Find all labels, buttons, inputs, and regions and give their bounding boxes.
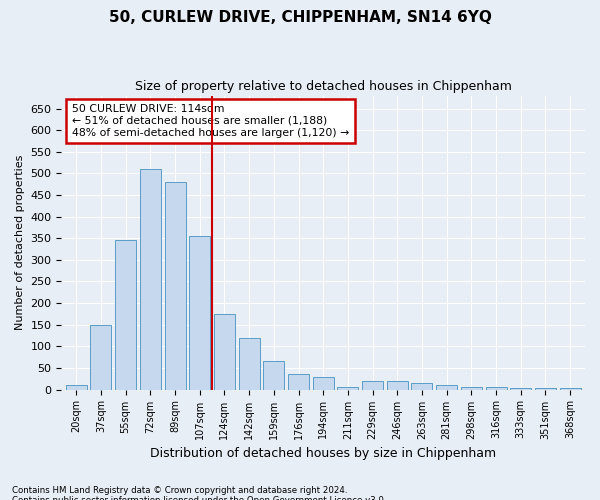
X-axis label: Distribution of detached houses by size in Chippenham: Distribution of detached houses by size …: [150, 447, 496, 460]
Bar: [189, 236, 210, 390]
Bar: [485, 388, 506, 390]
Bar: [461, 388, 482, 390]
Bar: [387, 381, 408, 390]
Y-axis label: Number of detached properties: Number of detached properties: [15, 155, 25, 330]
Bar: [288, 374, 309, 390]
Title: Size of property relative to detached houses in Chippenham: Size of property relative to detached ho…: [135, 80, 512, 93]
Bar: [115, 240, 136, 390]
Text: 50, CURLEW DRIVE, CHIPPENHAM, SN14 6YQ: 50, CURLEW DRIVE, CHIPPENHAM, SN14 6YQ: [109, 10, 491, 25]
Bar: [91, 324, 112, 390]
Bar: [164, 182, 185, 390]
Bar: [313, 376, 334, 390]
Bar: [510, 388, 531, 390]
Bar: [337, 388, 358, 390]
Bar: [140, 169, 161, 390]
Text: Contains HM Land Registry data © Crown copyright and database right 2024.: Contains HM Land Registry data © Crown c…: [12, 486, 347, 495]
Bar: [535, 388, 556, 390]
Bar: [412, 383, 433, 390]
Bar: [214, 314, 235, 390]
Bar: [436, 385, 457, 390]
Text: Contains public sector information licensed under the Open Government Licence v3: Contains public sector information licen…: [12, 496, 386, 500]
Bar: [66, 385, 87, 390]
Bar: [362, 381, 383, 390]
Bar: [560, 388, 581, 390]
Text: 50 CURLEW DRIVE: 114sqm
← 51% of detached houses are smaller (1,188)
48% of semi: 50 CURLEW DRIVE: 114sqm ← 51% of detache…: [72, 104, 349, 138]
Bar: [239, 338, 260, 390]
Bar: [263, 362, 284, 390]
